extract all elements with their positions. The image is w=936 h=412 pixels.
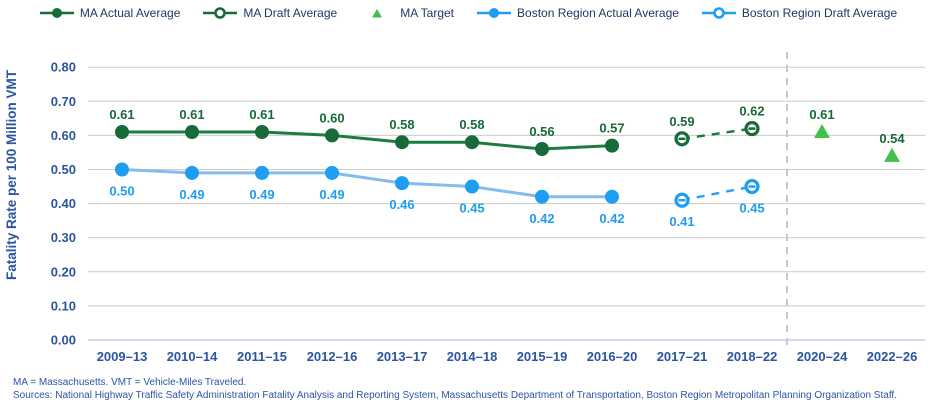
ma-actual-average-data-label: 0.60 <box>319 110 344 125</box>
legend-item-label: MA Target <box>400 6 455 20</box>
boston-region-actual-average-data-label: 0.42 <box>599 211 624 226</box>
boston-region-actual-average-data-label: 0.49 <box>249 187 274 202</box>
boston-region-actual-average-point <box>325 165 339 180</box>
legend-item-ma-actual-average: MA Actual Average <box>39 6 181 20</box>
boston-region-actual-average-data-label: 0.46 <box>389 197 414 212</box>
ma-target-data-label: 0.61 <box>809 107 834 122</box>
footnote-abbreviations: MA = Massachusetts. VMT = Vehicle-Miles … <box>13 377 247 388</box>
boston-region-draft-average-legend-marker-icon <box>701 7 736 19</box>
ma-draft-average-data-label: 0.62 <box>739 104 764 119</box>
ma-target-point <box>814 123 830 138</box>
ma-actual-average-point <box>185 124 199 139</box>
ma-target-legend-marker-icon <box>372 9 383 18</box>
y-axis-tick-label: 0.20 <box>51 264 76 279</box>
y-axis-tick-label: 0.60 <box>51 128 76 143</box>
boston-region-actual-average-point <box>255 165 269 180</box>
legend: MA Actual Average MA Draft Average MA Targ… <box>0 6 936 20</box>
footnote-sources: Sources: National Highway Traffic Safety… <box>13 390 897 401</box>
y-axis-tick-label: 0.10 <box>51 298 76 313</box>
ma-draft-average-data-label: 0.59 <box>669 114 694 129</box>
boston-region-actual-average-data-label: 0.42 <box>529 211 554 226</box>
ma-actual-average-line <box>122 130 613 151</box>
y-axis-title: Fatality Rate per 100 Million VMT <box>4 69 19 280</box>
boston-region-draft-average-data-label: 0.45 <box>739 201 764 216</box>
legend-item-label: MA Draft Average <box>243 6 338 20</box>
x-axis-tick-label: 2017–21 <box>657 349 708 364</box>
x-axis-tick-label: 2022–26 <box>867 349 918 364</box>
x-axis-tick-label: 2010–14 <box>167 349 218 364</box>
boston-region-actual-average-data-label: 0.50 <box>109 184 134 199</box>
boston-region-actual-average-data-label: 0.49 <box>319 187 344 202</box>
ma-actual-average-data-label: 0.61 <box>249 107 274 122</box>
y-axis-tick-label: 0.80 <box>51 60 76 75</box>
legend-item-label: MA Actual Average <box>79 6 181 20</box>
ma-draft-average-line <box>681 127 753 141</box>
ma-target-point <box>884 147 900 162</box>
ma-actual-average-data-label: 0.58 <box>389 117 414 132</box>
boston-region-actual-average-point <box>605 189 619 204</box>
ma-actual-average-data-label: 0.61 <box>179 107 204 122</box>
ma-actual-average-data-label: 0.61 <box>109 107 134 122</box>
ma-target-data-label: 0.54 <box>879 131 905 146</box>
x-axis-tick-label: 2020–24 <box>797 349 848 364</box>
boston-region-draft-average-line <box>681 185 753 202</box>
x-axis-tick-label: 2018–22 <box>727 349 778 364</box>
ma-actual-average-point <box>465 135 479 150</box>
ma-actual-average-point <box>605 138 619 153</box>
ma-actual-average-point <box>325 128 339 143</box>
y-axis-tick-label: 0.40 <box>51 196 76 211</box>
y-axis-tick-label: 0.70 <box>51 94 76 109</box>
boston-region-actual-average-point <box>115 162 129 177</box>
ma-actual-average-legend-marker-icon <box>39 8 74 18</box>
y-axis-tick-label: 0.30 <box>51 230 76 245</box>
boston-region-draft-average-data-label: 0.41 <box>669 214 694 229</box>
x-axis-tick-label: 2015–19 <box>517 349 568 364</box>
x-axis-tick-label: 2009–13 <box>97 349 148 364</box>
boston-region-actual-average-point <box>535 189 549 204</box>
legend-item-ma-draft-average: MA Draft Average <box>202 6 337 20</box>
x-axis-tick-label: 2016–20 <box>587 349 638 364</box>
boston-region-actual-average-line <box>121 168 612 199</box>
ma-actual-average-point <box>395 135 409 150</box>
x-axis-tick-label: 2012–16 <box>307 349 358 364</box>
boston-region-actual-average-point <box>185 165 199 180</box>
boston-region-actual-average-point <box>395 176 409 191</box>
boston-region-actual-average-data-label: 0.45 <box>459 201 484 216</box>
x-axis-tick-label: 2013–17 <box>377 349 428 364</box>
boston-region-actual-average-data-label: 0.49 <box>179 187 204 202</box>
legend-item-ma-target: MA Target <box>359 6 454 20</box>
legend-item-label: Boston Region Actual Average <box>517 6 679 20</box>
boston-region-actual-average-legend-marker-icon <box>477 8 512 18</box>
ma-actual-average-data-label: 0.57 <box>599 121 624 136</box>
legend-item-boston-region-actual-average: Boston Region Actual Average <box>476 6 679 20</box>
y-axis-tick-label: 0.50 <box>51 162 76 177</box>
legend-item-label: Boston Region Draft Average <box>741 6 898 20</box>
footnotes: MA = Massachusetts. VMT = Vehicle-Miles … <box>13 376 897 402</box>
ma-actual-average-data-label: 0.58 <box>459 117 484 132</box>
ma-actual-average-data-label: 0.56 <box>529 124 554 139</box>
x-axis-tick-label: 2014–18 <box>447 349 498 364</box>
ma-draft-average-legend-marker-icon <box>203 7 238 19</box>
legend-item-boston-region-draft-average: Boston Region Draft Average <box>701 6 897 20</box>
x-axis-tick-label: 2011–15 <box>237 349 287 364</box>
boston-region-actual-average-point <box>465 179 479 194</box>
ma-actual-average-point <box>535 142 549 157</box>
y-axis-tick-label: 0.00 <box>51 333 76 348</box>
ma-actual-average-point <box>115 124 129 139</box>
ma-actual-average-point <box>255 124 269 139</box>
